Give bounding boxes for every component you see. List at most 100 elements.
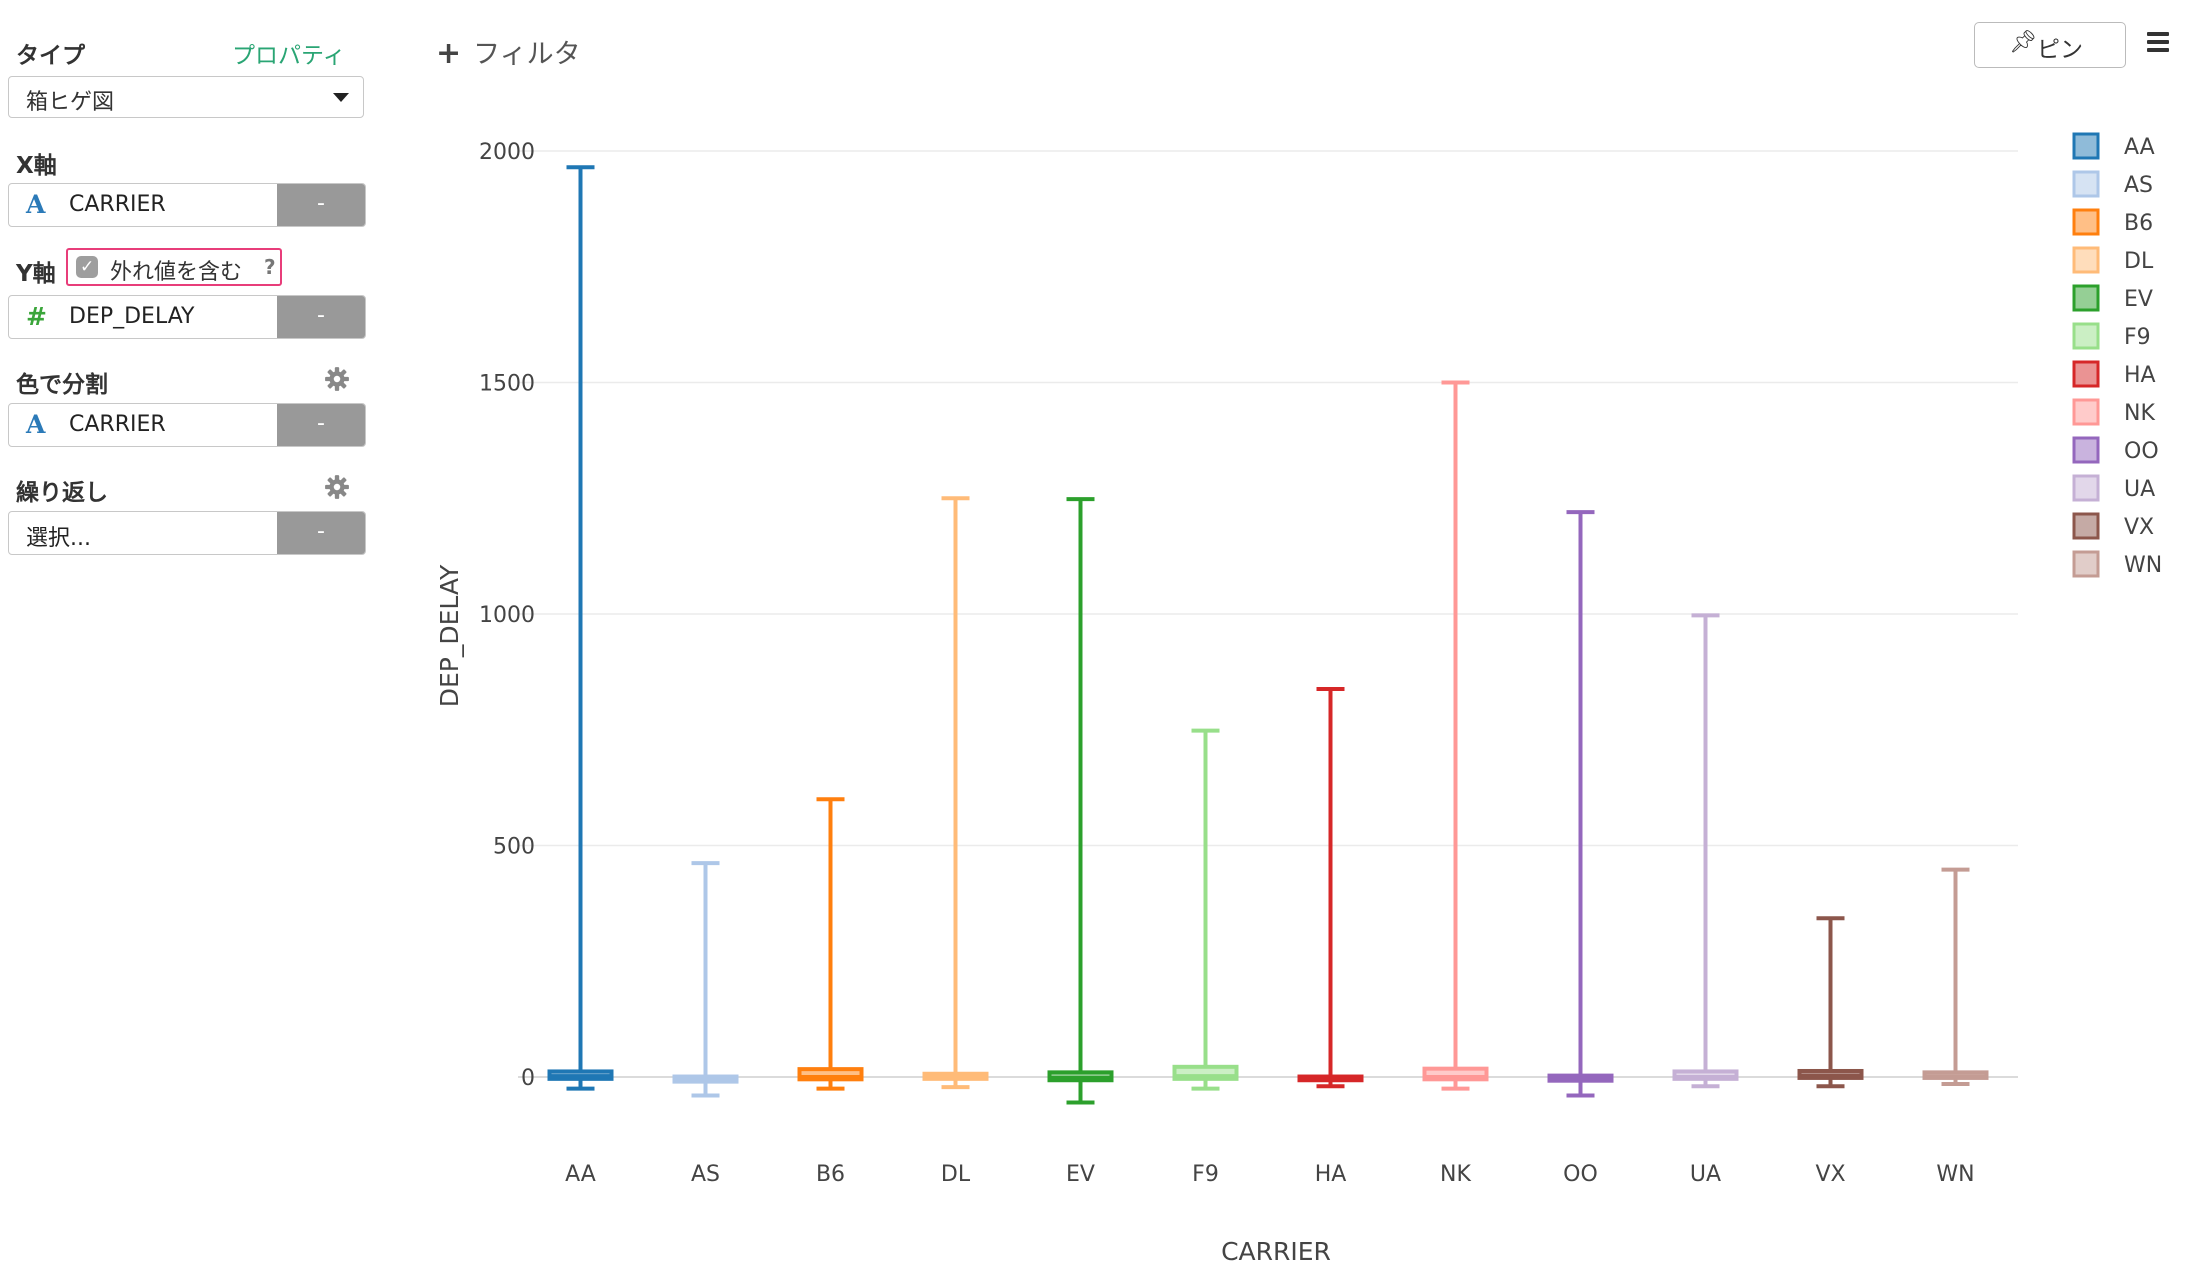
legend-label: NK: [2124, 401, 2155, 426]
legend-label: DL: [2124, 249, 2154, 274]
x-tick-label: UA: [1690, 1162, 1721, 1187]
x-tick-label: B6: [816, 1162, 845, 1187]
help-icon[interactable]: ?: [264, 255, 276, 279]
box-b6: [797, 797, 864, 1091]
x-axis-field-value: CARRIER: [69, 192, 166, 217]
sidebar: タイプ プロパティ 箱ヒゲ図 X軸 A CARRIER - Y軸 ✓ 外れ値を含…: [0, 0, 380, 1286]
repeat-field[interactable]: 選択... -: [8, 511, 366, 555]
y-tick-label: 2000: [479, 140, 535, 165]
chart-type-value: 箱ヒゲ図: [26, 90, 115, 115]
box-ha: [1297, 687, 1364, 1089]
legend-label: WN: [2124, 553, 2162, 578]
legend-label: VX: [2124, 515, 2154, 540]
x-tick-label: OO: [1563, 1162, 1598, 1187]
include-outliers-option: ✓ 外れ値を含む ?: [66, 248, 282, 286]
chart-type-select[interactable]: 箱ヒゲ図: [8, 76, 364, 118]
x-axis-label: X軸: [16, 153, 57, 179]
legend-label: AA: [2124, 135, 2155, 160]
box-f9: [1172, 728, 1239, 1091]
color-split-label: 色で分割: [16, 372, 108, 398]
include-outliers-label: 外れ値を含む: [110, 260, 243, 285]
plus-icon: +: [436, 36, 462, 71]
string-type-icon: A: [26, 410, 46, 439]
x-tick-label: VX: [1815, 1162, 1845, 1187]
color-split-remove-button[interactable]: -: [277, 404, 365, 446]
legend-item: AS: [2072, 170, 2153, 198]
repeat-label: 繰り返し: [16, 480, 108, 506]
grid-layer: [518, 150, 2018, 1078]
legend-label: AS: [2124, 173, 2153, 198]
x-tick-label: DL: [941, 1162, 971, 1187]
legend-label: OO: [2124, 439, 2159, 464]
x-tick-label: EV: [1066, 1162, 1095, 1187]
legend: AA AS B6 DL EV F9 HA NK OO UA VX WN: [2072, 132, 2162, 578]
legend-item: F9: [2072, 322, 2151, 350]
x-axis-title: CARRIER: [1221, 1237, 1331, 1266]
hamburger-menu-icon[interactable]: [2147, 32, 2169, 52]
x-tick-label: HA: [1315, 1162, 1347, 1187]
legend-item: EV: [2072, 284, 2153, 312]
properties-link[interactable]: プロパティ: [232, 43, 346, 69]
legend-swatch: [2072, 322, 2100, 350]
legend-label: HA: [2124, 363, 2156, 388]
y-tick-label: 1500: [479, 372, 535, 397]
legend-swatch: [2072, 398, 2100, 426]
box-aa: [547, 165, 614, 1091]
include-outliers-checkbox[interactable]: ✓: [76, 256, 98, 278]
legend-swatch: [2072, 474, 2100, 502]
legend-item: UA: [2072, 474, 2155, 502]
legend-swatch: [2072, 132, 2100, 160]
legend-swatch: [2072, 284, 2100, 312]
box-ev: [1047, 497, 1114, 1105]
y-tick-label: 0: [521, 1066, 535, 1091]
y-axis-field-value: DEP_DELAY: [69, 304, 195, 329]
legend-item: DL: [2072, 246, 2154, 274]
legend-swatch: [2072, 246, 2100, 274]
add-filter-button[interactable]: + フィルタ: [436, 32, 581, 71]
x-tick-label: F9: [1192, 1162, 1219, 1187]
x-tick-label: NK: [1440, 1162, 1471, 1187]
legend-swatch: [2072, 208, 2100, 236]
y-axis-field[interactable]: # DEP_DELAY -: [8, 295, 366, 339]
legend-label: F9: [2124, 325, 2151, 350]
legend-item: VX: [2072, 512, 2154, 540]
box-oo: [1547, 510, 1614, 1098]
legend-label: EV: [2124, 287, 2153, 312]
pin-button[interactable]: 📌︎ ピン: [1974, 22, 2126, 68]
legend-swatch: [2072, 170, 2100, 198]
legend-item: AA: [2072, 132, 2155, 160]
y-tick-label: 500: [493, 835, 535, 860]
box-dl: [922, 496, 989, 1090]
x-axis-field[interactable]: A CARRIER -: [8, 183, 366, 227]
chevron-down-icon: [333, 93, 349, 102]
type-label: タイプ: [16, 43, 85, 69]
y-axis-title: DEP_DELAY: [435, 564, 464, 707]
y-axis-label: Y軸: [16, 261, 56, 287]
x-axis-remove-button[interactable]: -: [277, 184, 365, 226]
legend-swatch: [2072, 550, 2100, 578]
legend-item: NK: [2072, 398, 2155, 426]
box-nk: [1422, 380, 1489, 1091]
color-split-field[interactable]: A CARRIER -: [8, 403, 366, 447]
x-tick-label: AS: [691, 1162, 720, 1187]
gear-icon[interactable]: [324, 366, 350, 392]
legend-item: HA: [2072, 360, 2156, 388]
legend-swatch: [2072, 360, 2100, 388]
legend-item: WN: [2072, 550, 2162, 578]
y-tick-labels: 0 500 1000 1500 2000: [479, 140, 535, 1091]
y-axis-remove-button[interactable]: -: [277, 296, 365, 338]
gear-icon[interactable]: [324, 474, 350, 500]
box-wn: [1922, 867, 1989, 1086]
box-as: [672, 861, 739, 1098]
repeat-placeholder: 選択...: [26, 526, 91, 551]
pin-label: ピン: [2037, 37, 2083, 63]
x-tick-label: WN: [1936, 1162, 1974, 1187]
repeat-remove-button[interactable]: -: [277, 512, 365, 554]
legend-item: B6: [2072, 208, 2153, 236]
string-type-icon: A: [26, 190, 46, 219]
y-tick-label: 1000: [479, 603, 535, 628]
box-layer: [547, 165, 1989, 1105]
legend-label: UA: [2124, 477, 2155, 502]
iqr-box: [1422, 1066, 1489, 1082]
